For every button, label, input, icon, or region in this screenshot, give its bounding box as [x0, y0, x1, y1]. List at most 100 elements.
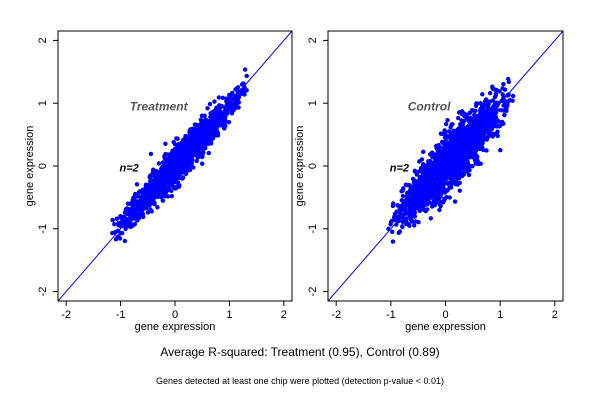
data-point — [163, 170, 169, 176]
data-point — [485, 130, 490, 135]
x-tick-label: -2 — [331, 309, 341, 321]
data-point — [476, 134, 481, 139]
n-label: n=2 — [119, 162, 138, 174]
data-point — [130, 223, 136, 228]
data-point — [193, 150, 198, 156]
data-point — [492, 117, 497, 123]
data-point — [426, 161, 432, 166]
data-point — [424, 197, 430, 202]
data-point — [435, 186, 440, 192]
data-point — [440, 131, 445, 137]
data-point — [489, 126, 494, 131]
data-point — [497, 89, 502, 94]
y-tick-label: 1 — [37, 100, 49, 106]
data-point — [398, 211, 403, 216]
data-point — [188, 127, 193, 132]
x-tick-label: -2 — [61, 309, 71, 321]
n-label: n=2 — [390, 162, 409, 174]
x-tick-label: 2 — [552, 309, 558, 321]
data-point — [206, 150, 211, 156]
data-point — [423, 190, 428, 195]
data-point — [145, 210, 151, 215]
data-point — [399, 189, 404, 194]
data-point — [433, 160, 438, 165]
y-tick-label: 0 — [37, 163, 49, 169]
data-point — [440, 153, 445, 158]
data-point — [177, 172, 182, 177]
data-point — [415, 191, 420, 197]
data-point — [226, 120, 232, 125]
data-point — [414, 204, 419, 210]
data-point — [484, 112, 489, 117]
data-point — [498, 108, 503, 113]
data-point — [219, 103, 224, 109]
data-point — [399, 198, 404, 203]
data-point — [502, 112, 507, 118]
data-point — [176, 141, 181, 147]
data-point — [455, 182, 460, 187]
data-point — [481, 147, 486, 153]
data-point — [209, 134, 215, 139]
data-point — [417, 174, 423, 180]
data-point — [477, 142, 482, 147]
data-point — [480, 92, 485, 97]
data-point — [388, 222, 393, 227]
data-point — [236, 93, 242, 99]
data-point — [432, 154, 437, 159]
data-point — [430, 171, 435, 176]
data-point — [463, 166, 468, 171]
data-point — [482, 134, 487, 139]
data-point — [450, 178, 455, 183]
data-point — [194, 127, 199, 132]
data-point — [137, 203, 143, 208]
data-point — [148, 151, 154, 157]
data-point — [197, 142, 202, 147]
data-point — [473, 159, 478, 164]
data-point — [200, 154, 205, 160]
data-point — [208, 140, 213, 146]
data-point — [169, 193, 174, 199]
data-point — [407, 191, 413, 196]
data-point — [169, 159, 174, 164]
data-point — [412, 214, 418, 219]
data-point — [189, 138, 195, 143]
data-point — [220, 112, 226, 118]
data-point — [110, 217, 115, 223]
data-point — [174, 145, 180, 151]
group-label: Treatment — [130, 99, 189, 113]
data-point — [428, 216, 433, 221]
data-point — [445, 118, 450, 123]
data-point — [417, 169, 422, 174]
data-point — [493, 114, 498, 119]
data-point — [449, 150, 454, 155]
data-point — [174, 136, 179, 141]
data-point — [165, 157, 171, 162]
data-point — [209, 113, 215, 118]
x-tick-label: 0 — [442, 309, 448, 321]
data-point — [443, 138, 448, 144]
data-point — [152, 201, 157, 207]
data-point — [457, 188, 462, 193]
y-tick-label: 2 — [37, 37, 49, 43]
data-point — [489, 120, 495, 126]
data-point — [423, 201, 428, 206]
data-point — [473, 137, 478, 143]
data-point — [131, 216, 136, 221]
data-point — [427, 167, 432, 172]
data-point — [449, 132, 454, 137]
data-point — [413, 187, 418, 192]
data-point — [487, 91, 493, 96]
data-point — [186, 157, 191, 162]
x-tick-label: -1 — [386, 309, 396, 321]
data-point — [156, 161, 162, 166]
r-squared-summary: Average R-squared: Treatment (0.95), Con… — [160, 345, 439, 359]
data-point — [236, 100, 241, 105]
x-tick-label: -1 — [116, 309, 126, 321]
data-point — [156, 190, 161, 196]
data-point — [172, 185, 177, 191]
data-point — [437, 202, 443, 207]
data-point — [459, 118, 464, 123]
data-point — [417, 208, 422, 213]
data-point — [165, 194, 171, 199]
data-point — [162, 154, 167, 159]
